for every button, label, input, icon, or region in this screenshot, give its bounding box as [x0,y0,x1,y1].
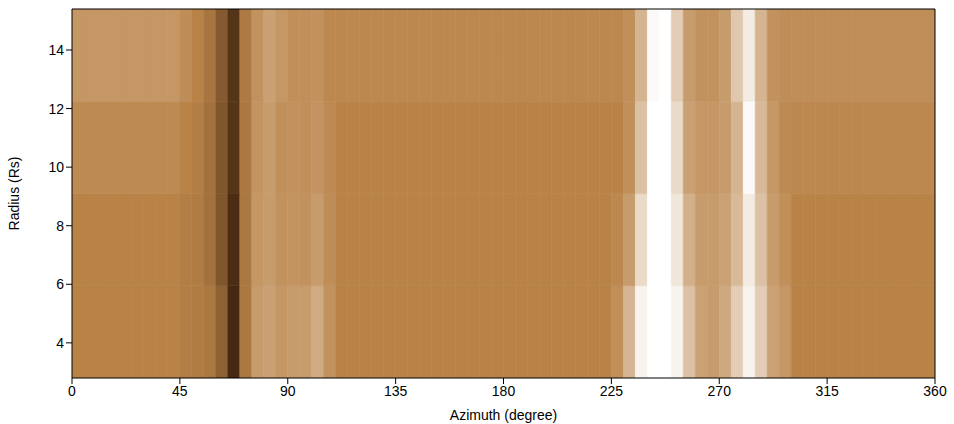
svg-text:Radius (Rs): Radius (Rs) [6,157,22,231]
svg-text:12: 12 [48,101,64,117]
svg-text:90: 90 [280,383,296,399]
svg-text:14: 14 [48,42,64,58]
svg-text:315: 315 [815,383,839,399]
svg-text:45: 45 [172,383,188,399]
svg-text:6: 6 [56,276,64,292]
svg-text:180: 180 [492,383,516,399]
svg-text:Azimuth (degree): Azimuth (degree) [450,407,557,423]
svg-text:10: 10 [48,159,64,175]
svg-text:225: 225 [600,383,624,399]
svg-text:0: 0 [68,383,76,399]
svg-text:8: 8 [56,218,64,234]
svg-text:4: 4 [56,335,64,351]
svg-text:135: 135 [384,383,408,399]
svg-text:360: 360 [923,383,947,399]
svg-text:270: 270 [708,383,732,399]
